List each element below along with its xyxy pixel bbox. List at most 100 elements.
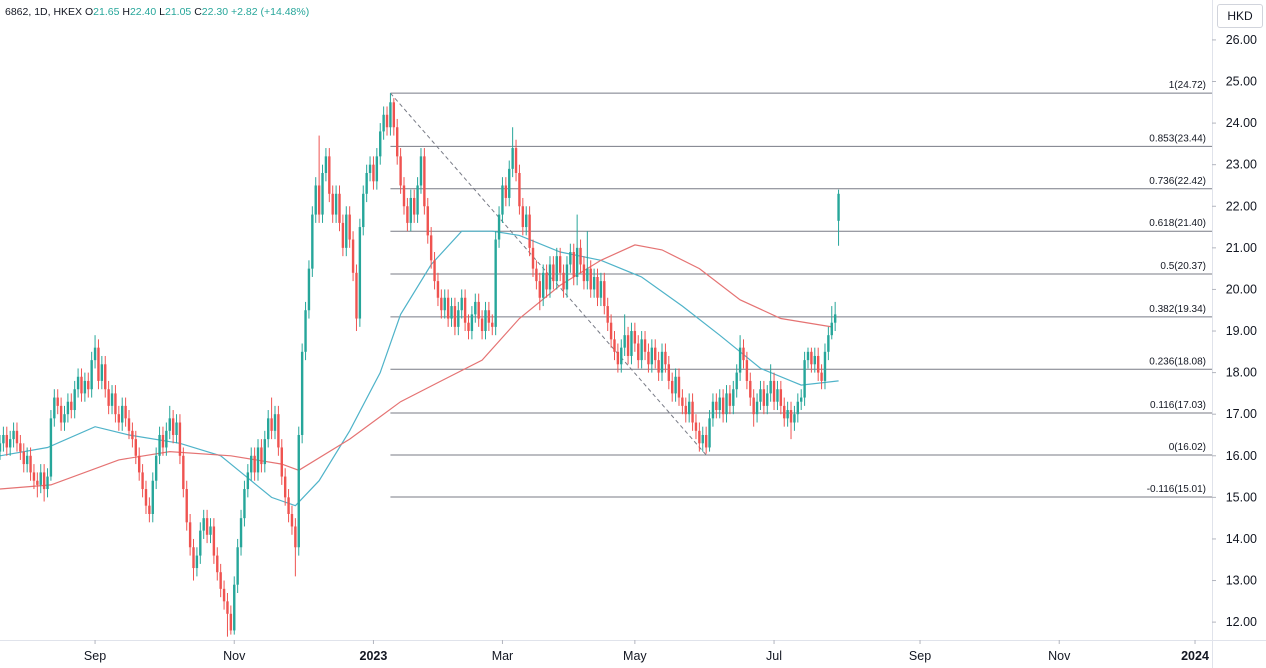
candle-body [300, 351, 304, 435]
candle-body [484, 310, 487, 332]
fib-label: 1(24.72) [1169, 80, 1206, 91]
fib-label: -0.116(15.01) [1147, 484, 1206, 495]
candle-body [199, 530, 202, 556]
candle-body [508, 168, 511, 198]
candle-body [375, 156, 379, 182]
candle-body [83, 380, 87, 394]
x-tick-label: Sep [84, 649, 106, 663]
legend-header: 6862, 1D, HKEX O21.65 H22.40 L21.05 C22.… [5, 6, 309, 18]
candle-body [202, 518, 205, 531]
field-value: 22.40 [129, 6, 157, 18]
fib-label: 0.618(21.40) [1149, 218, 1206, 229]
candle-body [769, 380, 772, 394]
fib-label: 0.116(17.03) [1150, 400, 1206, 411]
candle-body [236, 547, 239, 585]
candle-body [97, 347, 100, 381]
candle-body [317, 185, 321, 215]
candle-body [572, 252, 575, 277]
x-tick-label: 2024 [1181, 649, 1209, 663]
candle-body [528, 214, 531, 248]
candle-body [93, 347, 97, 361]
candle-body [15, 430, 19, 444]
y-tick-label: 13.00 [1226, 574, 1257, 588]
candle-body [70, 401, 73, 411]
candle-body [548, 264, 552, 290]
candle-body [277, 414, 280, 448]
candle-body [497, 214, 501, 240]
y-tick-label: 25.00 [1226, 75, 1257, 89]
candle-body [273, 414, 277, 431]
candle-body [154, 455, 158, 481]
candle-body [131, 430, 134, 440]
candle-body [837, 193, 840, 221]
field-value: 21.05 [164, 6, 192, 18]
candle-body [749, 380, 752, 398]
candle-body [355, 272, 358, 319]
candle-body [647, 351, 650, 365]
candle-body [87, 380, 90, 390]
candle-body [592, 276, 596, 290]
candle-body [772, 380, 776, 402]
candle-body [613, 339, 616, 352]
candle-body [599, 281, 603, 298]
candle-body [165, 430, 168, 448]
candle-body [63, 414, 66, 423]
candle-body [470, 314, 474, 332]
candle-body [127, 418, 131, 431]
candle-body [596, 276, 599, 298]
candle-body [399, 156, 402, 186]
candle-body [630, 331, 633, 356]
candle-body [216, 555, 219, 573]
candle-body [606, 306, 609, 323]
candle-body [494, 239, 497, 327]
candle-body [175, 422, 178, 435]
candle-body [12, 430, 15, 440]
candle-body [745, 360, 749, 381]
field-key: C [194, 6, 202, 18]
candle-body [341, 222, 345, 248]
candle-body [110, 393, 114, 406]
candle-body [423, 156, 426, 207]
candle-body [209, 526, 212, 535]
candle-body [783, 405, 786, 419]
candle-body [654, 347, 657, 361]
fib-label: 0.853(23.44) [1149, 133, 1206, 144]
fib-label: 0.5(20.37) [1160, 261, 1206, 272]
candle-body [443, 297, 446, 311]
candle-body [229, 613, 233, 631]
candle-body [552, 264, 555, 282]
candle-body [263, 439, 267, 465]
x-tick-label: Nov [1048, 649, 1071, 663]
candle-body [755, 401, 759, 415]
candle-body [820, 372, 823, 381]
x-tick-label: Sep [909, 649, 931, 663]
candle-body [144, 489, 148, 506]
candle-body [518, 172, 521, 207]
candle-body [643, 339, 647, 352]
candle-body [134, 439, 137, 456]
candle-body [297, 434, 300, 548]
candle-body [362, 193, 365, 228]
candle-body [8, 439, 12, 448]
candle-body [171, 418, 175, 435]
candle-body [49, 418, 53, 477]
candle-body [562, 272, 565, 290]
x-tick-label: Mar [492, 649, 514, 663]
candle-body [501, 185, 504, 215]
candle-body [321, 172, 324, 215]
candle-body [800, 397, 803, 402]
candle-body [789, 410, 793, 423]
candle-body [396, 127, 399, 157]
candle-body [5, 434, 8, 448]
candle-body [521, 206, 525, 228]
candle-body [440, 297, 443, 311]
candle-body [823, 351, 827, 381]
currency-button[interactable]: HKD [1217, 4, 1263, 28]
candle-body [328, 156, 331, 194]
candle-body [114, 393, 117, 415]
candle-body [419, 156, 423, 186]
candle-body [222, 588, 226, 602]
y-tick-label: 24.00 [1226, 116, 1257, 130]
